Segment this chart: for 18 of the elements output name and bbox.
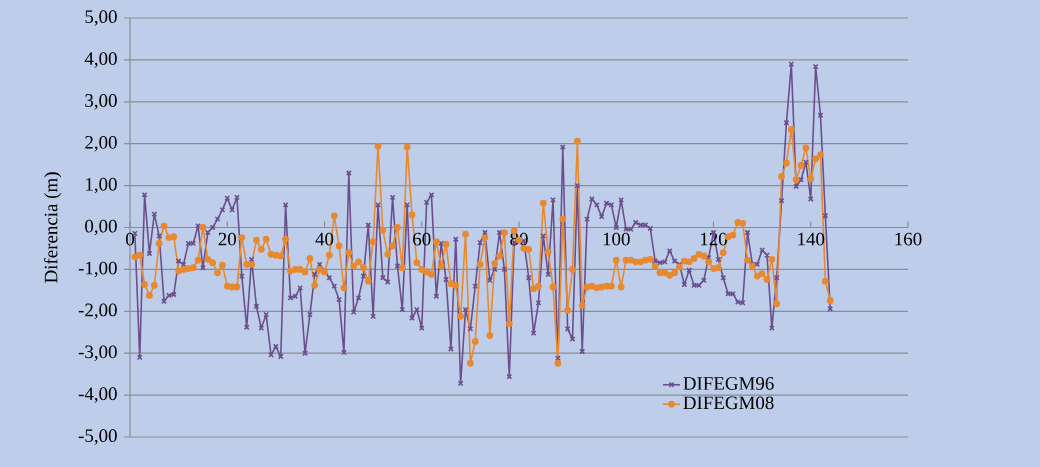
y-tick-label: 4,00 xyxy=(84,52,117,68)
x-tick-label: 100 xyxy=(603,232,630,246)
x-tick-label: 20 xyxy=(218,232,236,246)
y-axis-title: Diferencia (m) xyxy=(43,172,62,283)
x-tick-label: 0 xyxy=(125,232,134,246)
y-tick-label: 1,00 xyxy=(86,177,117,194)
x-tick-label: 160 xyxy=(895,232,922,246)
legend-label: DIFEGM96 xyxy=(683,377,774,390)
y-tick-label: -2,00 xyxy=(78,303,117,320)
y-tick-label: -1,00 xyxy=(78,261,117,278)
y-tick-label: 5,00 xyxy=(85,10,117,26)
legend-label: DIFEGM08 xyxy=(683,396,774,410)
y-tick-label: -3,00 xyxy=(78,345,117,361)
y-tick-label: 0,00 xyxy=(85,219,117,236)
y-tick-label: -4,00 xyxy=(78,387,117,403)
y-tick-label: -5,00 xyxy=(78,429,117,445)
y-tick-label: 2,00 xyxy=(85,135,117,152)
y-tick-label: 3,00 xyxy=(85,94,117,110)
